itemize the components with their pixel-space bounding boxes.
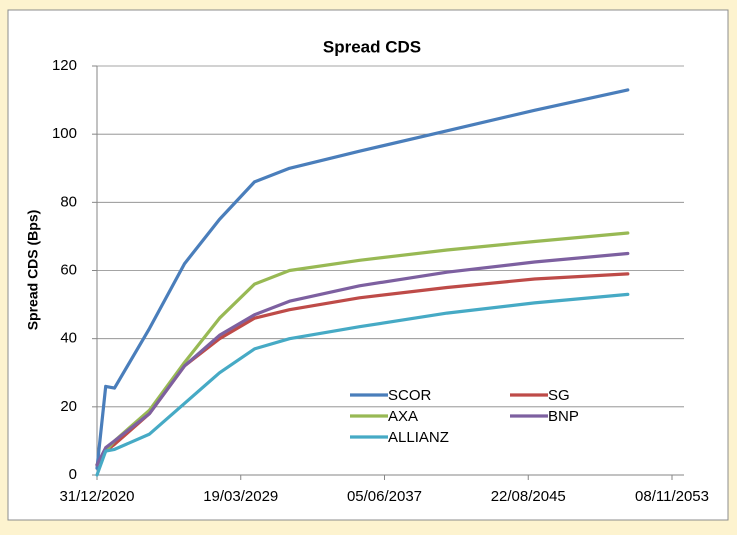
series-line [95,251,630,467]
series-line [95,272,630,467]
y-tick-label: 20 [60,398,77,415]
y-tick-label: 0 [69,466,77,483]
x-tick-label: 05/06/2037 [347,488,422,505]
legend-label: SCOR [388,387,432,404]
x-tick-label: 19/03/2029 [203,488,278,505]
y-tick-label: 40 [60,330,77,347]
x-tick-label: 31/12/2020 [59,488,134,505]
y-tick-label: 120 [52,57,77,74]
series-line [95,88,630,470]
y-axis-label: Spread CDS (Bps) [25,210,41,331]
y-tick-label: 60 [60,261,77,278]
legend-label: BNP [548,408,579,425]
legend-label: AXA [388,408,418,425]
x-tick-label: 22/08/2045 [491,488,566,505]
x-tick-label: 08/11/2053 [635,488,709,505]
series-line [95,292,630,477]
legend-label: SG [548,387,570,404]
y-tick-label: 80 [60,193,77,210]
legend-label: ALLIANZ [388,429,449,446]
chart-title: Spread CDS [323,37,421,56]
y-tick-label: 100 [52,125,77,142]
